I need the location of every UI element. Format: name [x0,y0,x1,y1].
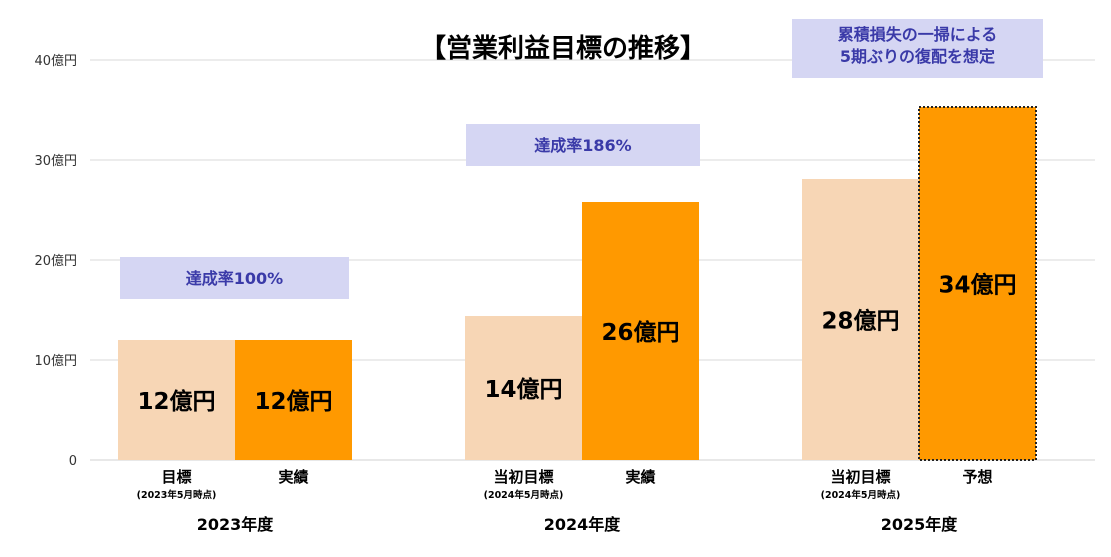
bar-value-label: 28億円 [821,308,899,335]
y-tick-label: 20億円 [34,253,77,269]
callout-text: 達成率186% [534,136,631,155]
fiscal-year-label: 2025年度 [881,515,959,534]
callout-box [792,19,1043,78]
category-label: 実績 [278,468,308,486]
category-label: 目標 [161,468,191,486]
chart-title: 【営業利益目標の推移】 [420,34,706,64]
bar-value-label: 14億円 [484,376,562,403]
bar-forecast [918,106,1037,461]
category-sublabel: (2023年5月時点) [137,489,217,501]
category-sublabel: (2024年5月時点) [821,489,901,501]
callout-text: 達成率100% [186,269,283,288]
y-tick-label: 30億円 [34,153,77,169]
bar-target [118,340,235,460]
bar-target [802,179,919,460]
bar-value-label: 12億円 [137,388,215,415]
category-sublabel: (2024年5月時点) [484,489,564,501]
bar-actual [235,340,352,460]
y-tick-label: 0 [69,454,77,469]
callout-text-line: 5期ぶりの復配を想定 [840,47,995,66]
fiscal-year-label: 2024年度 [544,515,622,534]
callout-box [466,124,700,166]
bar-value-label: 12億円 [254,388,332,415]
callout-box [120,257,349,299]
category-label: 当初目標 [830,468,890,486]
category-label: 実績 [625,468,655,486]
bar-target [465,316,582,460]
y-tick-label: 40億円 [34,53,77,69]
y-tick-label: 10億円 [34,353,77,369]
bar-actual [582,202,699,460]
category-label: 予想 [962,468,992,486]
callout-text-line: 累積損失の一掃による [838,25,998,44]
category-label: 当初目標 [493,468,553,486]
fiscal-year-label: 2023年度 [197,515,275,534]
bar-value-label: 34億円 [938,272,1016,299]
bar-value-label: 26億円 [601,319,679,346]
